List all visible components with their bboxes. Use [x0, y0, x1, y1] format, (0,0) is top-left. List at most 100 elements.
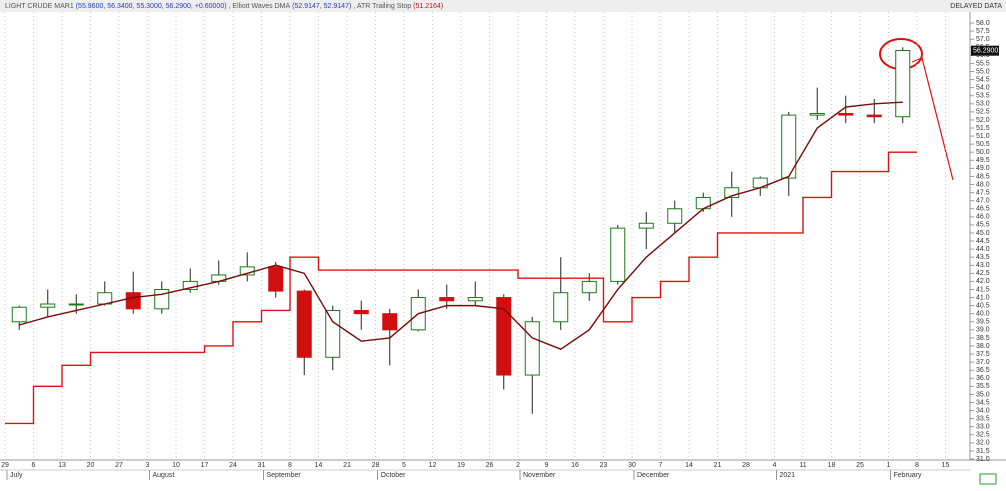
x-tick-label: 11: [799, 462, 806, 469]
x-tick-label: 28: [372, 462, 380, 469]
y-tick-label: 49.5: [976, 157, 990, 164]
header-part: (55.9600, 56.3400, 55.3000, 56.2900, +0.…: [76, 3, 227, 10]
x-tick-label: 23: [600, 462, 608, 469]
month-label: November: [523, 472, 556, 479]
y-tick-label: 36.0: [976, 375, 990, 382]
candle-body: [11, 306, 27, 323]
y-tick-label: 46.5: [976, 206, 990, 213]
y-tick-label: 32.0: [976, 440, 990, 447]
candle-body: [553, 292, 569, 323]
candle-body: [182, 280, 198, 290]
y-tick-label: 32.5: [976, 432, 990, 439]
candle-body: [895, 50, 911, 118]
header-part: LIGHT CRUDE MAR1: [5, 3, 74, 10]
x-tick-label: 1: [887, 462, 891, 469]
candle-body: [268, 266, 284, 292]
y-tick-label: 35.5: [976, 383, 990, 390]
header-part: (51.2164): [413, 3, 443, 10]
scroll-icon[interactable]: [979, 473, 997, 485]
y-tick-label: 43.5: [976, 254, 990, 261]
y-tick-label: 33.0: [976, 424, 990, 431]
x-tick-label: 29: [1, 462, 9, 469]
y-tick-label: 42.0: [976, 278, 990, 285]
projection-line: [911, 57, 954, 181]
y-tick-label: 52.5: [976, 109, 990, 116]
last-price-label: 56.2900: [973, 48, 998, 55]
y-tick-label: 52.0: [976, 117, 990, 124]
last-price-box: [971, 45, 999, 56]
y-tick-label: 54.5: [976, 76, 990, 83]
candle-body: [809, 112, 825, 116]
header-bar: [0, 0, 1006, 12]
y-tick-label: 48.5: [976, 173, 990, 180]
x-tick-label: 4: [773, 462, 777, 469]
status: DELAYED DATA: [950, 3, 1002, 10]
y-tick-label: 34.5: [976, 399, 990, 406]
x-tick-label: 17: [201, 462, 209, 469]
month-label: December: [637, 472, 670, 479]
header: LIGHT CRUDE MAR1 (55.9600, 56.3400, 55.30…: [5, 3, 443, 10]
x-tick-label: 26: [486, 462, 494, 469]
y-tick-label: 49.0: [976, 165, 990, 172]
x-tick-label: 12: [429, 462, 437, 469]
y-tick-label: 38.5: [976, 335, 990, 342]
candle-body: [781, 114, 797, 179]
x-tick-label: 10: [172, 462, 180, 469]
y-tick-label: 33.5: [976, 415, 990, 422]
y-tick-label: 45.5: [976, 222, 990, 229]
y-tick-label: 55.5: [976, 60, 990, 67]
y-tick-label: 50.0: [976, 149, 990, 156]
y-tick-label: 37.0: [976, 359, 990, 366]
y-tick-label: 57.0: [976, 36, 990, 43]
x-tick-label: 25: [856, 462, 864, 469]
y-tick-label: 44.0: [976, 246, 990, 253]
candle-body: [610, 227, 626, 282]
x-tick-label: 20: [87, 462, 95, 469]
candle-body: [125, 292, 141, 310]
x-tick-label: 7: [659, 462, 663, 469]
candle-body: [838, 112, 854, 116]
month-label: July: [10, 472, 23, 479]
x-tick-label: 8: [915, 462, 919, 469]
month-label: August: [153, 472, 175, 479]
candle-body: [296, 290, 312, 358]
dma-line: [19, 101, 903, 350]
y-tick-label: 39.0: [976, 327, 990, 334]
x-tick-label: 31: [258, 462, 266, 469]
y-tick-label: 45.0: [976, 230, 990, 237]
y-tick-label: 40.5: [976, 302, 990, 309]
candle-body: [638, 222, 654, 229]
candle-body: [724, 187, 740, 198]
month-label: September: [267, 472, 302, 479]
y-tick-label: 43.0: [976, 262, 990, 269]
y-tick-label: 41.0: [976, 294, 990, 301]
x-tick-label: 14: [315, 462, 323, 469]
y-tick-label: 36.5: [976, 367, 990, 374]
y-tick-label: 58.0: [976, 20, 990, 27]
x-tick-label: 14: [685, 462, 693, 469]
y-tick-label: 31.0: [976, 456, 990, 463]
y-tick-label: 38.0: [976, 343, 990, 350]
x-tick-label: 24: [229, 462, 237, 469]
candle-body: [866, 114, 882, 118]
candle-body: [581, 280, 597, 294]
y-tick-label: 53.0: [976, 101, 990, 108]
y-tick-label: 54.0: [976, 84, 990, 91]
candle-body: [353, 309, 369, 315]
x-tick-label: 30: [628, 462, 636, 469]
y-tick-label: 55.0: [976, 68, 990, 75]
x-tick-label: 8: [288, 462, 292, 469]
y-tick-label: 50.5: [976, 141, 990, 148]
y-tick-label: 40.0: [976, 311, 990, 318]
x-tick-label: 6: [32, 462, 36, 469]
x-tick-label: 2: [516, 462, 520, 469]
y-tick-label: 57.5: [976, 28, 990, 35]
candle-body: [154, 288, 170, 310]
candle-body: [496, 297, 512, 376]
y-tick-label: 51.0: [976, 133, 990, 140]
y-tick-label: 53.5: [976, 93, 990, 100]
x-tick-label: 9: [545, 462, 549, 469]
x-tick-label: 21: [714, 462, 722, 469]
x-tick-label: 18: [828, 462, 836, 469]
